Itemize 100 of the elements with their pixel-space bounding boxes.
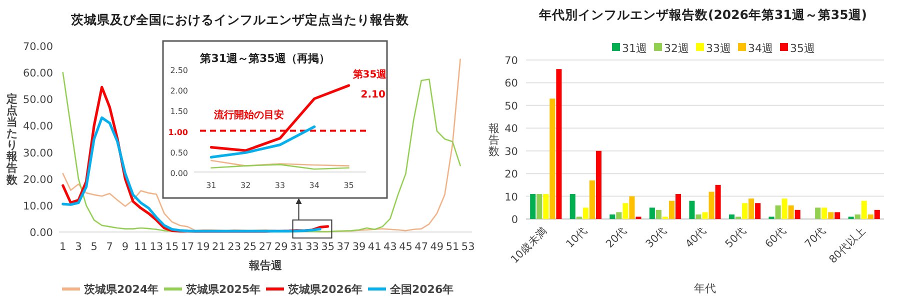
x-tick-label: 60代 [762,224,789,250]
bar [596,150,602,219]
x-tick-label: 47 [414,241,428,253]
y-tick-label: 1.00 [168,128,188,137]
line-series [210,125,316,158]
x-axis-title: 年代 [694,282,716,295]
x-tick-label: 45 [399,241,412,253]
legend-label: 32週 [664,42,689,55]
legend-label: 茨城県2025年 [185,283,261,296]
bar [742,203,748,219]
legend-label: 茨城県2026年 [287,283,363,296]
x-tick-label: 39 [352,241,366,253]
annotation: 第35週 [352,68,388,80]
x-tick-label: 3 [75,241,82,253]
x-tick-label: 35 [321,241,335,253]
x-tick-label: 43 [383,241,397,253]
x-tick-label: 70代 [802,224,828,250]
bar [708,192,714,219]
x-tick-label: 33 [306,241,319,253]
x-tick-label: 34 [309,181,320,190]
bar [543,194,549,219]
x-axis-title: 報告週 [248,259,283,272]
bar [788,205,794,219]
bar [861,200,867,219]
x-tick-label: 51 [446,241,460,253]
bar [530,194,536,219]
x-tick-label: 40代 [683,224,710,250]
bar [696,214,702,219]
y-tick-label: 10 [504,191,518,204]
x-tick-label: 10歳未満 [508,224,550,266]
y-tick-label: 0.00 [30,227,53,239]
x-tick-label: 1 [60,241,66,253]
y-tick-label: 70.00 [22,41,53,53]
bar [629,196,635,219]
legend-label: 31週 [622,42,647,55]
bar [822,208,828,219]
ref-line-label: 流行開始の目安 [213,108,284,121]
bar [582,208,588,219]
x-tick-label: 31 [290,241,304,253]
y-tick-label: 40 [504,123,518,136]
x-tick-label: 15 [165,241,179,253]
legend-label: 33週 [706,42,731,55]
x-tick-label: 49 [430,241,444,253]
bar [782,198,788,219]
x-tick-label: 17 [180,241,194,253]
y-tick-label: 2.00 [170,86,188,96]
x-tick-label: 53 [461,241,475,253]
x-tick-label: 11 [134,241,148,253]
bar [536,194,542,219]
y-tick-label: 0 [511,214,518,226]
bar [755,203,761,219]
x-tick-label: 30代 [644,224,670,250]
y-tick-label: 30.00 [22,147,53,160]
bar [656,210,662,219]
x-tick-label: 32 [240,181,251,190]
y-tick-label: 30 [504,146,518,158]
bar [570,194,576,219]
bar [715,184,721,219]
x-tick-label: 31 [206,181,216,190]
bar [748,198,754,219]
x-tick-label: 21 [212,241,226,253]
bar [668,200,675,219]
chart-title: 茨城県及び全国におけるインフルエンザ定点当たり報告数 [70,12,410,27]
bar [794,210,800,219]
y-tick-label: 2.50 [170,66,188,75]
y-tick-label: 10.00 [22,200,53,212]
x-tick-label: 10代 [564,224,590,250]
x-tick-label: 7 [106,241,113,253]
y-tick-label: 20.00 [22,174,53,186]
x-tick-label: 50代 [723,224,749,250]
x-tick-label: 5 [90,241,98,253]
x-tick-label: 25 [243,241,257,253]
chart-title: 年代別インフルエンザ報告数(2026年第31週～第35週) [538,7,868,22]
bar [775,205,781,219]
bar [815,208,821,219]
bar [610,214,616,219]
bar [868,214,874,219]
y-axis-title: 報告数 [488,122,500,158]
bar [550,98,556,219]
y-tick-label: 50 [504,100,518,112]
y-tick-label: 60.00 [22,68,53,80]
x-tick-label: 80代以上 [826,224,868,266]
data-label: 2.10 [360,89,386,100]
bar [649,208,655,219]
legend-label: 全国2026年 [389,283,454,296]
x-tick-label: 23 [228,241,242,253]
bar [854,214,860,219]
x-tick-label: 20代 [604,224,630,250]
bar [702,212,708,219]
x-tick-label: 29 [274,241,288,253]
bar [556,69,562,219]
y-tick-label: 0.50 [170,148,188,158]
bar [622,203,628,219]
y-tick-label: 1.50 [170,107,188,116]
bar [616,212,622,219]
x-tick-label: 19 [196,241,210,253]
x-tick-label: 41 [368,241,382,253]
x-tick-label: 33 [274,181,286,190]
bar [874,210,880,219]
bar [834,212,840,219]
